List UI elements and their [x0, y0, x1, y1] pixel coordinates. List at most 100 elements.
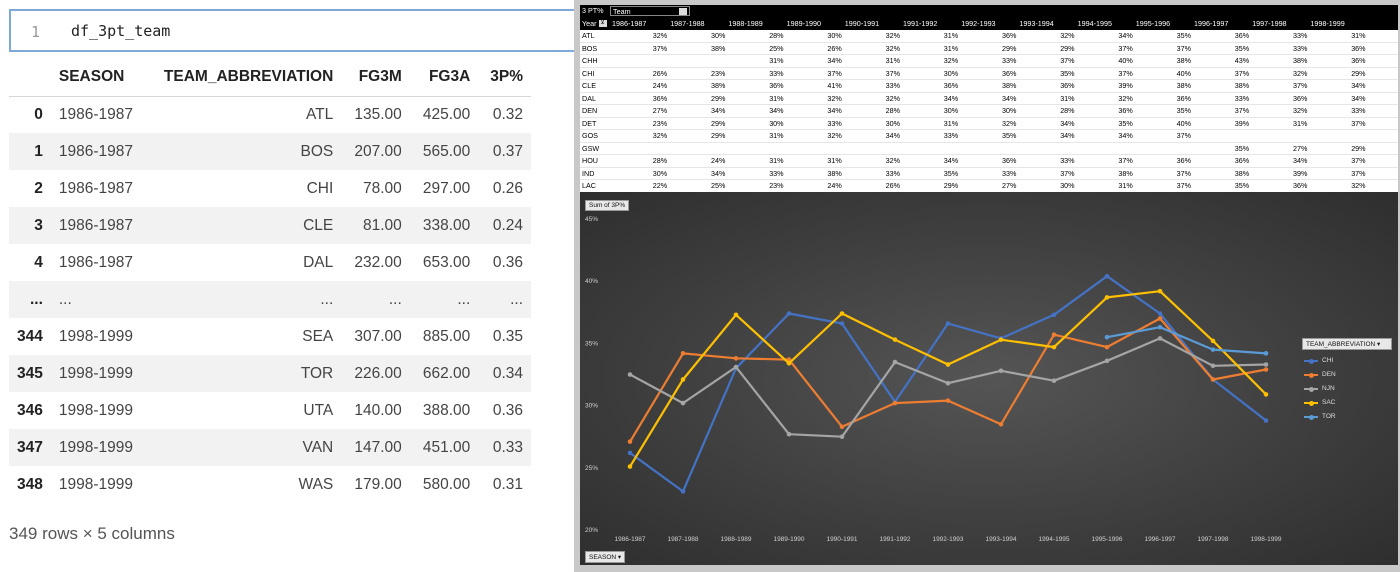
data-point-den[interactable]: [1051, 332, 1057, 337]
x-tick-label: 1990-1991: [826, 536, 857, 543]
data-point-njn[interactable]: [1210, 363, 1216, 369]
table-cell: 232.00: [354, 253, 402, 271]
table-row: 1 1986-1987 BOS 207.00 565.00 0.37: [9, 133, 531, 170]
data-point-chi[interactable]: [680, 489, 686, 494]
team-filter[interactable]: Team: [610, 6, 690, 16]
code-text[interactable]: df_3pt_team: [71, 22, 171, 40]
data-point-sac[interactable]: [680, 377, 686, 382]
data-point-njn[interactable]: [733, 364, 739, 370]
data-point-den[interactable]: [839, 424, 845, 430]
table-cell: 0.31: [492, 475, 523, 493]
pivot-cell: 34%: [827, 56, 842, 65]
data-point-njn[interactable]: [1051, 378, 1057, 384]
data-point-tor[interactable]: [1263, 351, 1269, 356]
data-point-sac[interactable]: [1210, 338, 1216, 344]
data-point-sac[interactable]: [733, 312, 739, 318]
table-cell: 580.00: [422, 475, 471, 493]
data-point-sac[interactable]: [1051, 344, 1057, 350]
data-point-tor[interactable]: [1157, 324, 1163, 330]
data-point-sac[interactable]: [839, 311, 845, 316]
data-point-den[interactable]: [680, 351, 686, 356]
data-point-njn[interactable]: [839, 434, 845, 439]
code-cell[interactable]: 1 df_3pt_team: [9, 9, 574, 52]
data-point-sac[interactable]: [1263, 392, 1269, 397]
data-point-tor[interactable]: [1104, 334, 1110, 340]
data-point-njn[interactable]: [627, 372, 633, 377]
data-point-den[interactable]: [945, 398, 951, 403]
data-point-chi[interactable]: [1263, 418, 1269, 423]
data-point-den[interactable]: [1104, 344, 1110, 350]
table-cell: 81.00: [341, 207, 410, 244]
pivot-cell: 31%: [943, 31, 959, 40]
data-point-sac[interactable]: [1157, 288, 1163, 294]
legend-item[interactable]: DEN: [1302, 368, 1392, 382]
data-point-njn[interactable]: [892, 359, 898, 365]
legend-item[interactable]: TOR: [1302, 410, 1392, 424]
pivot-cell: 29%: [1351, 143, 1366, 153]
data-point-tor[interactable]: [1210, 347, 1216, 352]
table-cell: VAN: [141, 429, 342, 466]
legend-item[interactable]: NJN: [1302, 382, 1392, 396]
data-point-chi[interactable]: [627, 450, 633, 456]
pivot-cell: 36%: [1060, 81, 1075, 90]
data-point-sac[interactable]: [786, 361, 792, 366]
column-header: 3P%: [478, 59, 531, 97]
data-point-njn[interactable]: [945, 380, 951, 386]
series-line-tor[interactable]: [1106, 326, 1267, 355]
series-line-sac[interactable]: [629, 290, 1267, 468]
pivot-row: ATL 32% 30% 28% 30% 32% 31% 36% 32% 34% 35% 36% 33% 3…: [580, 30, 1398, 43]
pivot-cell: 33%: [943, 131, 959, 140]
data-point-sac[interactable]: [1104, 295, 1110, 300]
pivot-cell: 34%: [1351, 93, 1366, 103]
pivot-cell: 30%: [710, 31, 726, 40]
pivot-column-header: 1995-1996: [1135, 18, 1171, 28]
value-field-button[interactable]: Sum of 3P%: [585, 200, 630, 211]
axis-field-button[interactable]: SEASON ▾: [585, 551, 626, 563]
data-point-njn[interactable]: [680, 400, 686, 406]
data-point-chi[interactable]: [839, 321, 845, 326]
data-point-den[interactable]: [627, 439, 633, 444]
x-tick-label: 1987-1988: [667, 536, 698, 543]
data-point-den[interactable]: [1157, 316, 1163, 321]
series-line-njn[interactable]: [629, 337, 1267, 438]
x-tick-label: 1993-1994: [985, 536, 1016, 543]
line-number: 1: [31, 23, 41, 41]
chevron-down-icon[interactable]: [679, 8, 687, 15]
table-row: 346 1998-1999 UTA 140.00 388.00 0.36: [9, 392, 531, 429]
table-cell: 0.37: [478, 133, 531, 170]
series-line-den[interactable]: [629, 317, 1267, 443]
pivot-cell: 38%: [1234, 168, 1250, 178]
data-point-den[interactable]: [1210, 377, 1216, 382]
data-point-njn[interactable]: [786, 431, 792, 437]
pivot-cell: 32%: [885, 93, 900, 103]
table-cell: CLE: [141, 207, 342, 244]
pivot-cell: 33%: [885, 168, 900, 178]
pivot-cell: 36%: [1001, 156, 1017, 165]
legend-marker: [1309, 358, 1314, 364]
legend-item[interactable]: CHI: [1302, 354, 1392, 368]
data-point-den[interactable]: [998, 421, 1004, 427]
data-point-njn[interactable]: [1104, 358, 1110, 364]
data-point-sac[interactable]: [892, 337, 898, 342]
filter-icon[interactable]: ⊻: [598, 20, 607, 28]
x-tick-label: 1996-1997: [1144, 536, 1175, 543]
data-point-den[interactable]: [1263, 367, 1269, 372]
data-point-njn[interactable]: [1263, 362, 1269, 367]
data-point-njn[interactable]: [1157, 336, 1163, 341]
data-point-chi[interactable]: [1104, 273, 1110, 279]
pivot-cell: 37%: [1351, 168, 1366, 178]
legend-field-button[interactable]: TEAM_ABBREVIATION ▾: [1302, 338, 1392, 350]
legend-item[interactable]: SAC: [1302, 396, 1392, 410]
pivot-cell: 34%: [769, 106, 784, 115]
data-point-sac[interactable]: [945, 362, 951, 367]
data-point-sac[interactable]: [998, 337, 1004, 342]
pivot-cell: [845, 143, 900, 156]
data-point-den[interactable]: [733, 356, 739, 361]
data-point-sac[interactable]: [627, 464, 633, 469]
data-point-den[interactable]: [892, 400, 898, 406]
data-point-njn[interactable]: [998, 368, 1004, 374]
data-point-chi[interactable]: [1157, 311, 1163, 316]
data-point-chi[interactable]: [786, 311, 792, 316]
data-point-chi[interactable]: [1051, 312, 1057, 318]
data-point-chi[interactable]: [945, 321, 951, 326]
